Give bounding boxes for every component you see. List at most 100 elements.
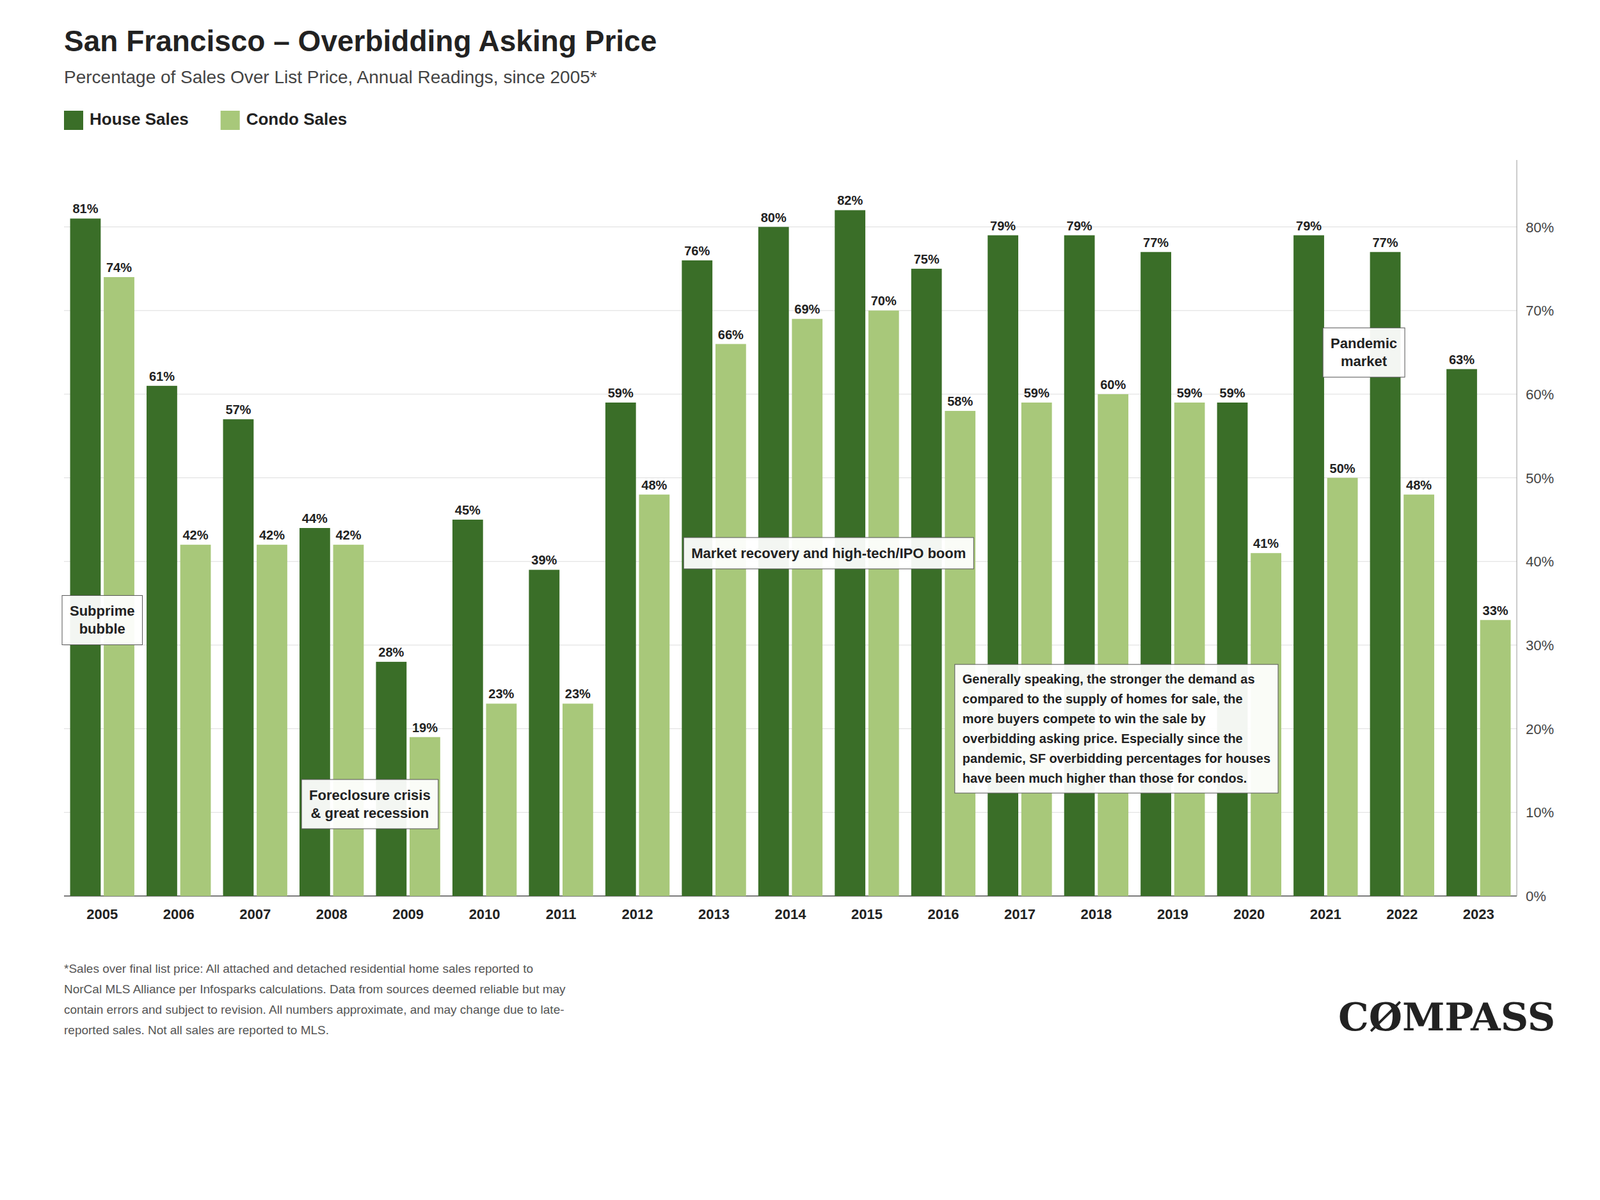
data-label: 42% xyxy=(335,528,361,543)
bar xyxy=(70,218,102,896)
bar xyxy=(1064,235,1096,896)
bar xyxy=(223,419,255,896)
data-label: 59% xyxy=(608,385,634,400)
x-tick-label: 2012 xyxy=(622,906,654,923)
annotation: Subprimebubble xyxy=(62,595,143,645)
footnote: NorCal MLS Alliance per Infosparks calcu… xyxy=(64,982,566,996)
bar xyxy=(103,277,135,896)
title: San Francisco – Overbidding Asking Price xyxy=(64,24,657,58)
annotation-text: Pandemicmarket xyxy=(1330,335,1398,370)
data-label: 80% xyxy=(760,210,787,225)
bar xyxy=(180,544,212,896)
bar xyxy=(1217,402,1248,896)
data-label: 23% xyxy=(565,686,591,701)
x-tick-label: 2015 xyxy=(851,906,883,923)
annotation-text: Generally speaking, the stronger the dem… xyxy=(962,672,1271,786)
data-label: 19% xyxy=(412,720,438,735)
legend-label: House Sales xyxy=(89,109,189,129)
bar xyxy=(375,661,407,896)
x-tick-label: 2016 xyxy=(927,906,959,923)
data-label: 82% xyxy=(837,193,863,208)
data-label: 50% xyxy=(1329,461,1356,476)
data-label: 77% xyxy=(1372,235,1398,250)
bar xyxy=(987,235,1019,896)
annotation-box xyxy=(1322,327,1405,377)
legend-label: Condo Sales xyxy=(246,109,347,129)
annotation-text: Market recovery and high-tech/IPO boom xyxy=(691,545,966,562)
data-label: 39% xyxy=(531,552,557,568)
bar xyxy=(452,519,484,896)
data-label: 79% xyxy=(1066,218,1093,233)
data-label: 74% xyxy=(106,260,132,275)
x-tick-label: 2006 xyxy=(163,906,195,923)
y-tick-label: 70% xyxy=(1525,302,1554,319)
bar xyxy=(485,703,517,896)
data-label: 75% xyxy=(913,252,940,267)
x-tick-label: 2021 xyxy=(1310,906,1342,923)
bar xyxy=(605,402,637,896)
bars xyxy=(70,209,1512,896)
y-tick-label: 80% xyxy=(1525,219,1554,236)
bar xyxy=(911,268,943,896)
data-label: 48% xyxy=(641,478,667,493)
chart: San Francisco – Overbidding Asking Price… xyxy=(0,0,1600,1200)
footnote: reported sales. Not all sales are report… xyxy=(64,1023,329,1037)
data-label: 61% xyxy=(149,369,175,384)
annotation-box xyxy=(62,595,143,645)
bar xyxy=(791,318,823,896)
footnotes: *Sales over final list price: All attach… xyxy=(64,961,566,1037)
y-tick-label: 40% xyxy=(1525,553,1554,570)
legend-item: House Sales xyxy=(64,109,189,130)
bar xyxy=(1021,402,1053,896)
data-label: 66% xyxy=(718,327,744,342)
bar xyxy=(1174,402,1206,896)
bar xyxy=(146,385,178,896)
bar xyxy=(1327,478,1359,896)
x-tick-label: 2011 xyxy=(545,906,577,923)
y-axis-line xyxy=(1516,160,1518,896)
data-label: 77% xyxy=(1143,235,1169,250)
legend-swatch xyxy=(220,110,240,130)
x-tick-label: 2007 xyxy=(239,906,271,923)
annotation-box xyxy=(683,537,974,569)
x-tick-label: 2009 xyxy=(392,906,424,923)
data-label: 41% xyxy=(1253,536,1279,551)
annotation-box xyxy=(301,779,439,829)
annotation-text: Foreclosure crisis& great recession xyxy=(309,787,431,822)
bar xyxy=(333,544,365,896)
data-label: 44% xyxy=(302,511,328,526)
x-tick-label: 2023 xyxy=(1463,906,1495,923)
data-label: 79% xyxy=(990,218,1016,233)
data-label: 23% xyxy=(488,686,514,701)
annotation: Foreclosure crisis& great recession xyxy=(301,779,439,829)
data-label: 42% xyxy=(259,528,285,543)
annotation: Pandemicmarket xyxy=(1322,327,1405,377)
bar xyxy=(1140,252,1172,896)
y-tick-label: 20% xyxy=(1525,721,1554,738)
annotation: Generally speaking, the stronger the dem… xyxy=(954,664,1279,793)
data-label: 59% xyxy=(1219,385,1246,400)
x-tick-label: 2008 xyxy=(316,906,348,923)
data-label: 48% xyxy=(1406,478,1432,493)
background xyxy=(0,0,1600,1200)
annotation-box xyxy=(954,664,1279,793)
data-labels: 81%61%57%44%28%45%39%59%76%80%82%75%79%7… xyxy=(72,193,1508,735)
footnote: contain errors and subject to revision. … xyxy=(64,1002,565,1017)
x-tick-label: 2010 xyxy=(469,906,501,923)
y-tick-label: 0% xyxy=(1525,888,1547,905)
bar xyxy=(528,569,560,896)
y-tick-label: 50% xyxy=(1525,470,1554,487)
bar xyxy=(299,528,331,896)
legend-swatch xyxy=(64,110,84,130)
x-tick-label: 2018 xyxy=(1080,906,1112,923)
data-label: 76% xyxy=(684,243,710,258)
legend: House Sales Condo Sales xyxy=(64,109,347,130)
x-tick-label: 2017 xyxy=(1004,906,1036,923)
y-tick-label: 30% xyxy=(1525,637,1554,654)
data-label: 33% xyxy=(1482,603,1509,618)
y-tick-label: 10% xyxy=(1525,804,1554,821)
bar xyxy=(1293,235,1325,896)
x-tick-label: 2020 xyxy=(1233,906,1265,923)
x-tick-label: 2013 xyxy=(698,906,730,923)
data-label: 60% xyxy=(1100,377,1126,392)
